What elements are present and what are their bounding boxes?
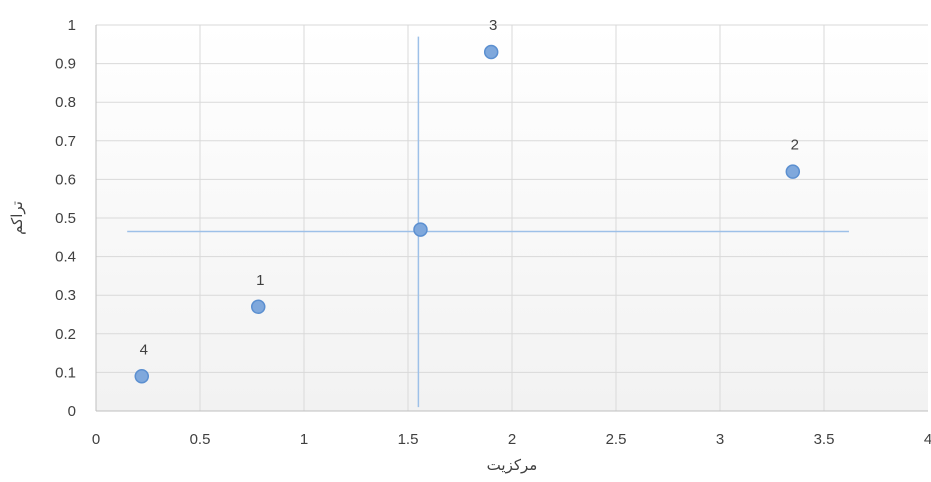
y-tick-label: 0 — [68, 403, 76, 420]
y-tick-label: 0.5 — [55, 210, 76, 227]
data-point — [413, 222, 428, 237]
data-point-label: 3 — [489, 17, 497, 34]
y-tick-label: 0.4 — [55, 249, 76, 266]
x-tick-label: 2.5 — [606, 431, 627, 448]
data-point-label: 1 — [256, 272, 264, 289]
y-tick-label: 0.8 — [55, 94, 76, 111]
y-tick-label: 0.6 — [55, 171, 76, 188]
data-point — [785, 164, 801, 179]
x-tick-label: 3 — [716, 431, 724, 448]
x-tick-label: 0 — [92, 431, 100, 448]
x-axis-title: مرکزیت — [487, 456, 538, 474]
y-tick-label: 1 — [68, 17, 76, 34]
data-point — [483, 44, 499, 60]
y-tick-label: 0.2 — [55, 326, 76, 343]
data-point — [134, 369, 150, 384]
y-tick-label: 0.7 — [55, 133, 76, 150]
x-tick-label: 0.5 — [190, 431, 211, 448]
y-axis-title: تراکم — [8, 201, 26, 235]
x-tick-label: 2 — [508, 431, 516, 448]
x-tick-label: 1 — [300, 431, 308, 448]
x-tick-label: 3.5 — [814, 431, 835, 448]
data-point — [250, 299, 266, 315]
y-tick-label: 0.1 — [55, 364, 76, 381]
data-point-label: 4 — [140, 341, 148, 358]
y-tick-label: 0.9 — [55, 56, 76, 73]
data-point-label: 2 — [791, 137, 799, 154]
x-tick-label: 1.5 — [398, 431, 419, 448]
y-tick-label: 0.3 — [55, 287, 76, 304]
x-tick-label: 4 — [924, 431, 931, 448]
